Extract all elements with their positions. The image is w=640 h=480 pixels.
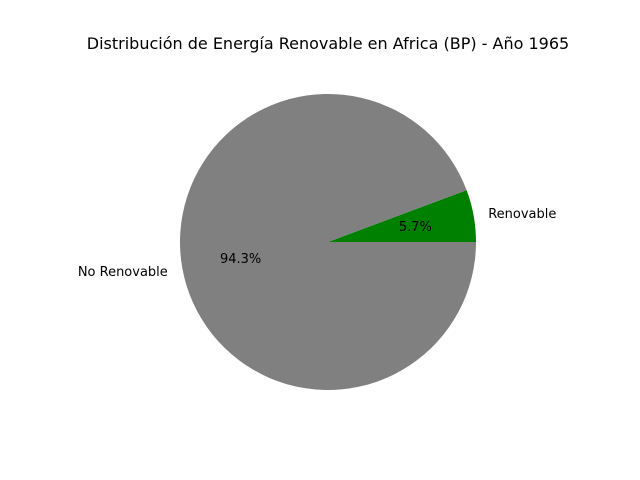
pie-slice-no-renovable (179, 93, 476, 390)
slice-label: Renovable (488, 207, 556, 222)
slice-label: No Renovable (78, 265, 168, 280)
slice-percent-label: 5.7% (399, 220, 432, 235)
pie-slice-renovable (328, 190, 476, 242)
pie-labels: Renovable 5.7% No Renovable 94.3% (78, 207, 557, 280)
pie-slices (179, 93, 476, 390)
slice-percent-label: 94.3% (220, 252, 261, 267)
chart-title: Distribución de Energía Renovable en Afr… (87, 34, 569, 53)
